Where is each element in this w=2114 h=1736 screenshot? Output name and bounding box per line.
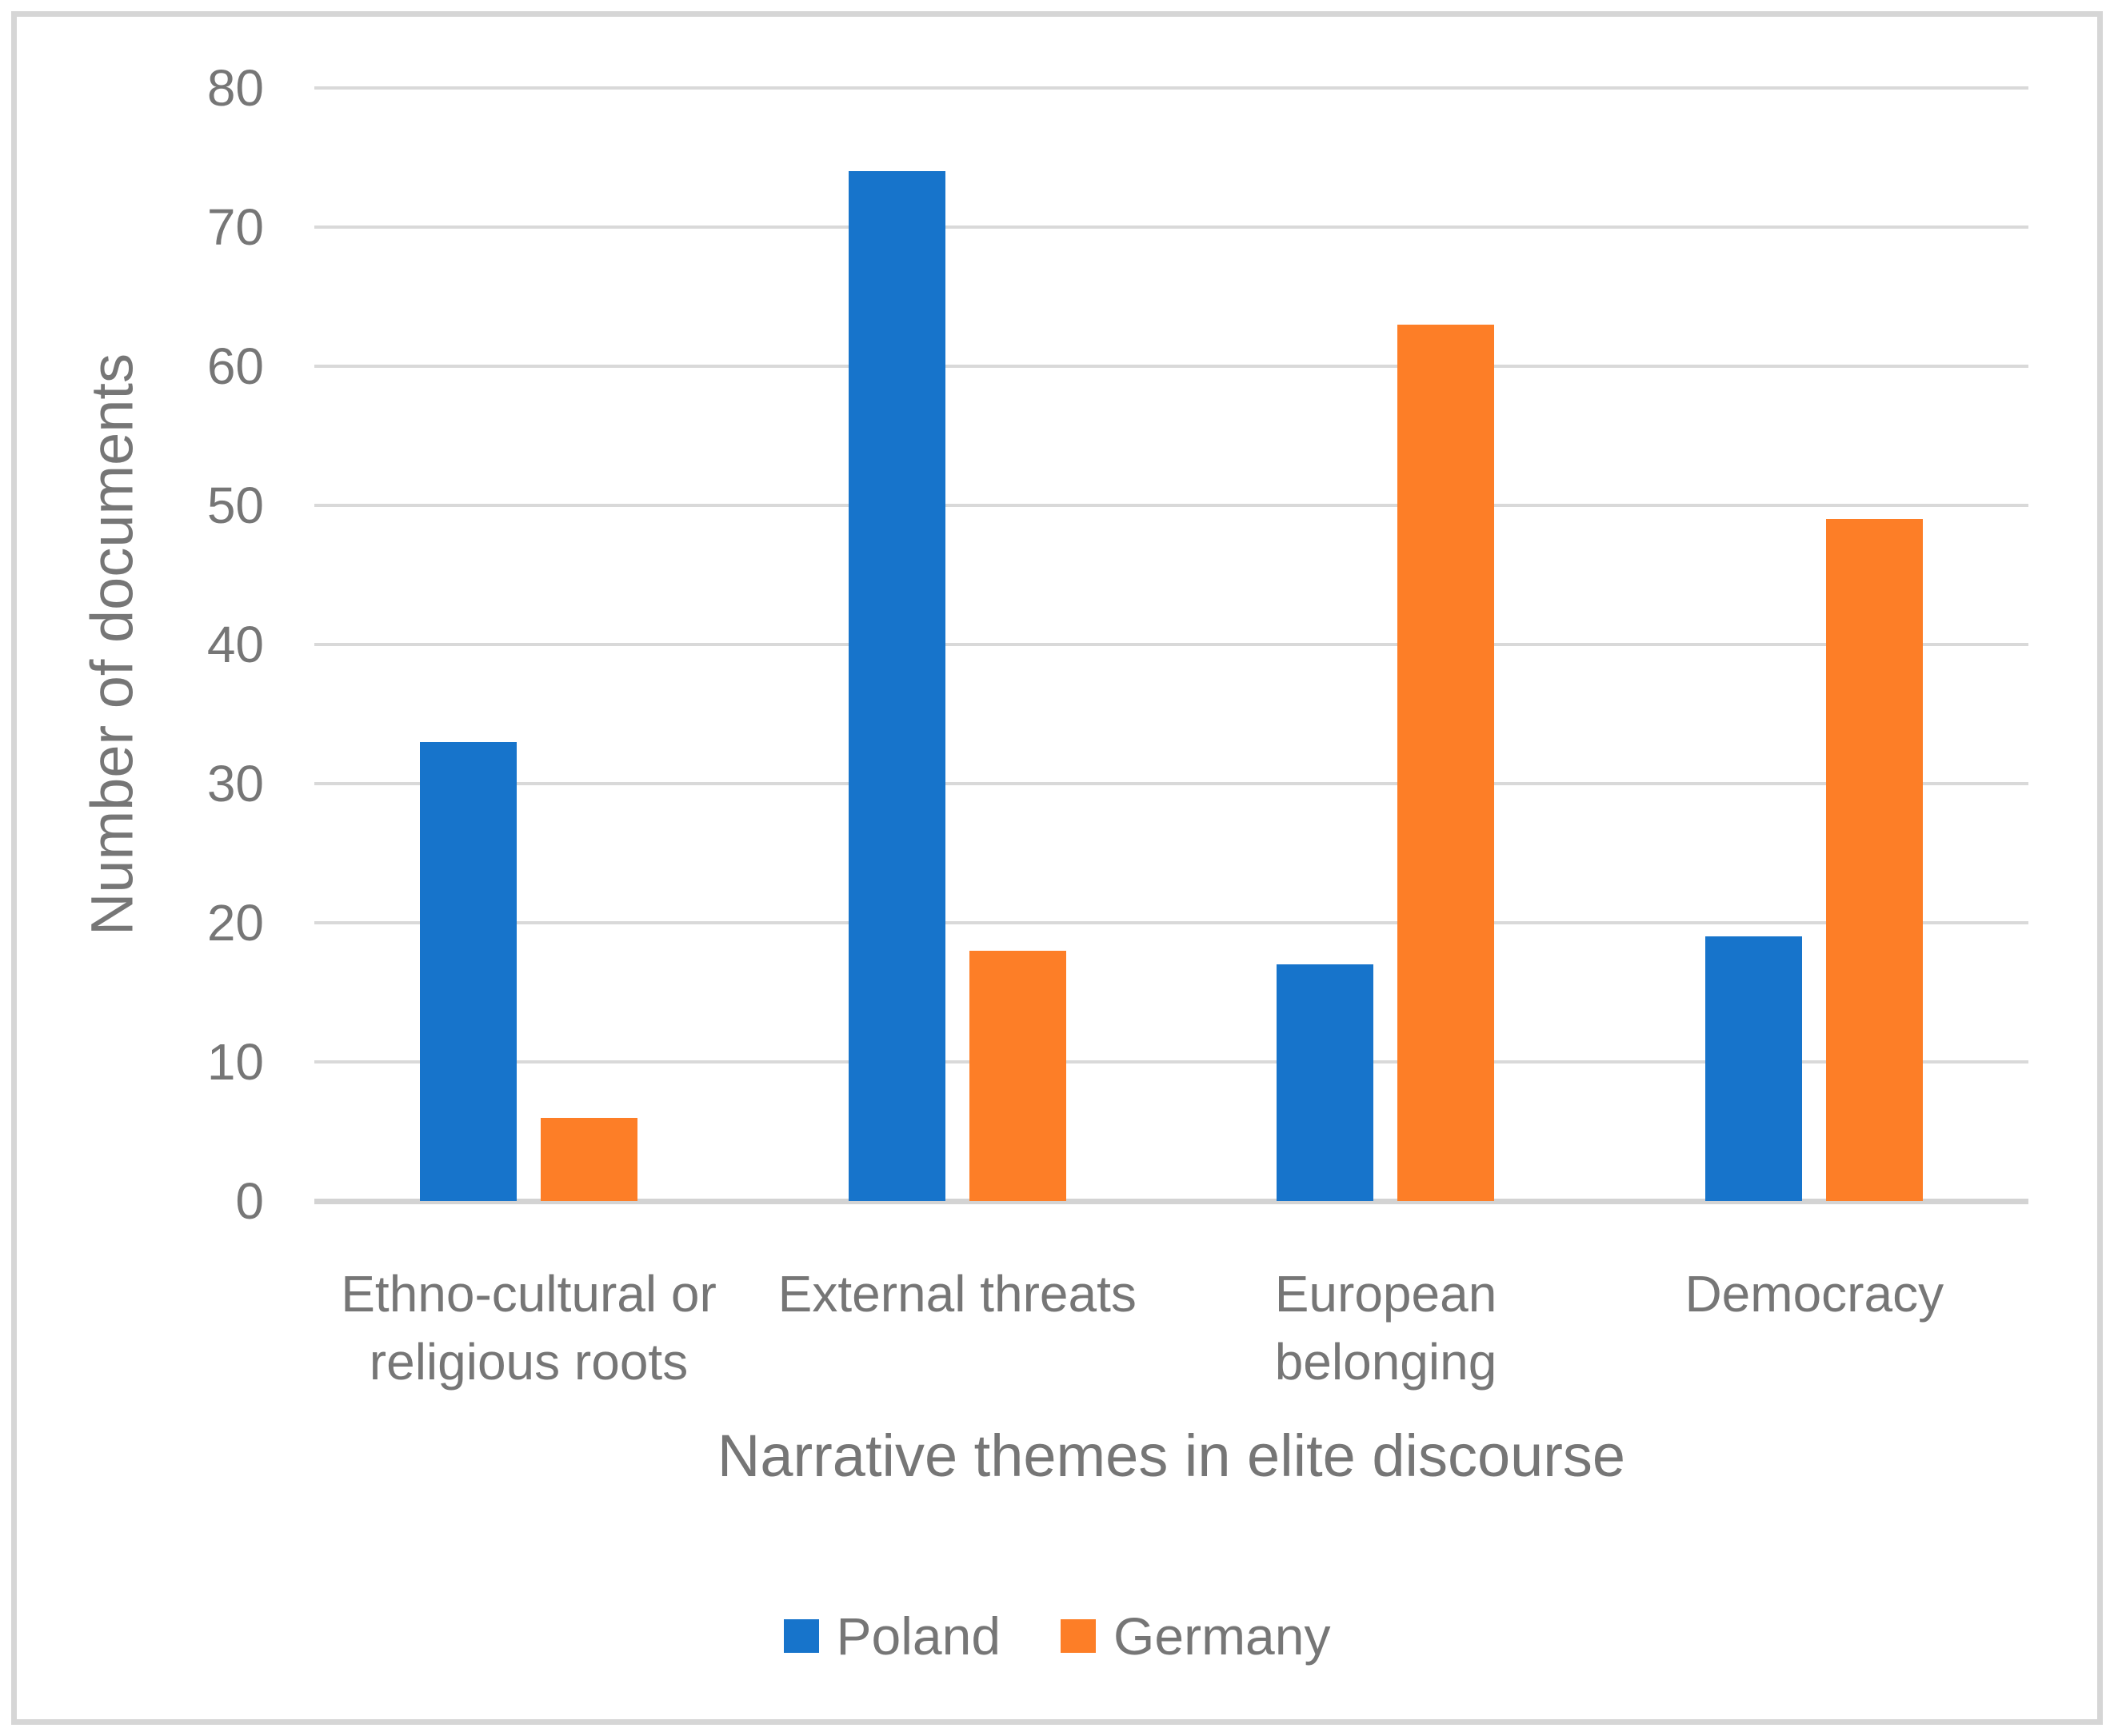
bar-germany-ethno-cultural-or-religious-roots [540, 1117, 637, 1201]
gridline-y-80 [314, 86, 2028, 90]
y-tick-label-0: 0 [235, 1172, 264, 1230]
legend-label-germany: Germany [1113, 1606, 1331, 1666]
y-tick-label-40: 40 [206, 616, 264, 673]
legend-label-poland: Poland [836, 1606, 1001, 1666]
legend-item-germany: Germany [1061, 1606, 1330, 1666]
bar-poland-democracy [1705, 936, 1803, 1201]
bar-poland-european-belonging [1277, 964, 1374, 1201]
gridline-y-60 [314, 365, 2028, 368]
y-tick-label-20: 20 [206, 894, 264, 952]
category-label-democracy: Democracy [1684, 1265, 1944, 1323]
bar-germany-democracy [1826, 519, 1924, 1201]
bar-poland-ethno-cultural-or-religious-roots [419, 741, 517, 1201]
gridline-y-70 [314, 225, 2028, 229]
y-tick-label-50: 50 [206, 477, 264, 534]
y-tick-label-10: 10 [206, 1033, 264, 1091]
bar-germany-european-belonging [1397, 324, 1495, 1201]
category-label-ethno-cultural-or-religious-roots: Ethno-cultural or religious roots [341, 1265, 717, 1391]
y-tick-label-80: 80 [206, 59, 264, 117]
category-label-european-belonging: European belonging [1274, 1265, 1497, 1391]
legend-item-poland: Poland [783, 1606, 1001, 1666]
gridline-y-30 [314, 782, 2028, 785]
legend: Poland Germany [0, 1606, 2114, 1666]
gridline-y-20 [314, 921, 2028, 924]
legend-swatch-germany [1061, 1619, 1097, 1653]
gridline-y-50 [314, 504, 2028, 507]
x-axis-title: Narrative themes in elite discourse [717, 1423, 1626, 1489]
y-tick-label-30: 30 [206, 755, 264, 812]
legend-swatch-poland [783, 1619, 819, 1653]
bar-germany-external-threats [969, 950, 1066, 1201]
y-tick-label-60: 60 [206, 337, 264, 395]
gridline-y-40 [314, 643, 2028, 646]
bar-poland-external-threats [848, 171, 945, 1201]
y-tick-label-70: 70 [206, 198, 264, 256]
category-label-external-threats: External threats [777, 1265, 1137, 1323]
chart-border [11, 11, 2103, 1725]
x-axis-line [314, 1199, 2028, 1204]
plot-area [314, 86, 2028, 1204]
gridline-y-10 [314, 1060, 2028, 1064]
